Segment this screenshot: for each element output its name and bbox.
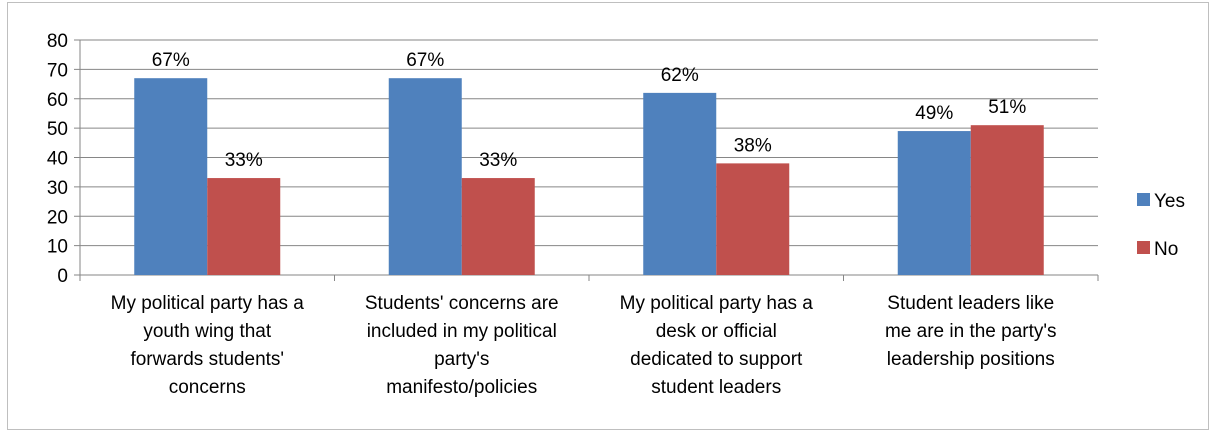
y-tick-label: 30 (47, 178, 68, 199)
legend: Yes No (1137, 191, 1185, 260)
category-label-3: My political party has a (620, 293, 814, 314)
category-label-3: dedicated to support (630, 349, 803, 370)
data-label-yes-4: 49% (915, 103, 953, 124)
category-label-4: leadership positions (887, 349, 1055, 370)
y-tick-label: 20 (47, 207, 68, 228)
y-tick-labels: 0 10 20 30 40 50 60 70 80 (47, 31, 68, 287)
category-label-4: Student leaders like (887, 293, 1054, 314)
data-labels: 67% 33% 67% 33% 62% 38% 49% 51% (152, 50, 1027, 171)
data-label-no-4: 51% (988, 97, 1026, 118)
category-label-1: concerns (169, 377, 246, 398)
data-label-yes-3: 62% (661, 65, 699, 86)
category-label-1: My political party has a (111, 293, 305, 314)
bars (134, 78, 1044, 275)
legend-swatch-yes (1137, 193, 1150, 206)
legend-swatch-no (1137, 241, 1150, 254)
data-label-no-3: 38% (734, 135, 772, 156)
legend-label-no: No (1154, 239, 1178, 260)
bar-no-4 (970, 125, 1044, 275)
category-label-2: manifesto/policies (386, 377, 537, 398)
category-label-2: Students' concerns are (365, 293, 559, 314)
y-tick-label: 50 (47, 119, 68, 140)
y-tick-label: 60 (47, 90, 68, 111)
data-label-yes-2: 67% (406, 50, 444, 71)
data-label-no-2: 33% (479, 150, 517, 171)
category-label-1: youth wing that (143, 321, 272, 342)
category-labels: My political party has a youth wing that f… (111, 293, 1057, 398)
data-label-no-1: 33% (225, 150, 263, 171)
bar-yes-3 (643, 92, 717, 275)
category-label-1: forwards students' (130, 349, 284, 370)
legend-label-yes: Yes (1154, 191, 1185, 212)
y-tick-label: 0 (57, 266, 68, 287)
bar-yes-1 (134, 78, 208, 275)
y-tick-label: 70 (47, 60, 68, 81)
category-label-3: student leaders (651, 377, 781, 398)
category-label-2: included in my political (367, 321, 557, 342)
bar-yes-2 (388, 78, 462, 275)
bar-no-3 (716, 163, 790, 275)
bar-no-2 (461, 178, 535, 275)
y-tick-label: 80 (47, 31, 68, 52)
category-label-4: me are in the party's (885, 321, 1057, 342)
category-label-3: desk or official (656, 321, 777, 342)
y-tick-label: 10 (47, 237, 68, 258)
bar-no-1 (207, 178, 281, 275)
category-label-2: party's (434, 349, 489, 370)
y-tick-label: 40 (47, 149, 68, 170)
data-label-yes-1: 67% (152, 50, 190, 71)
bar-yes-4 (897, 131, 971, 275)
